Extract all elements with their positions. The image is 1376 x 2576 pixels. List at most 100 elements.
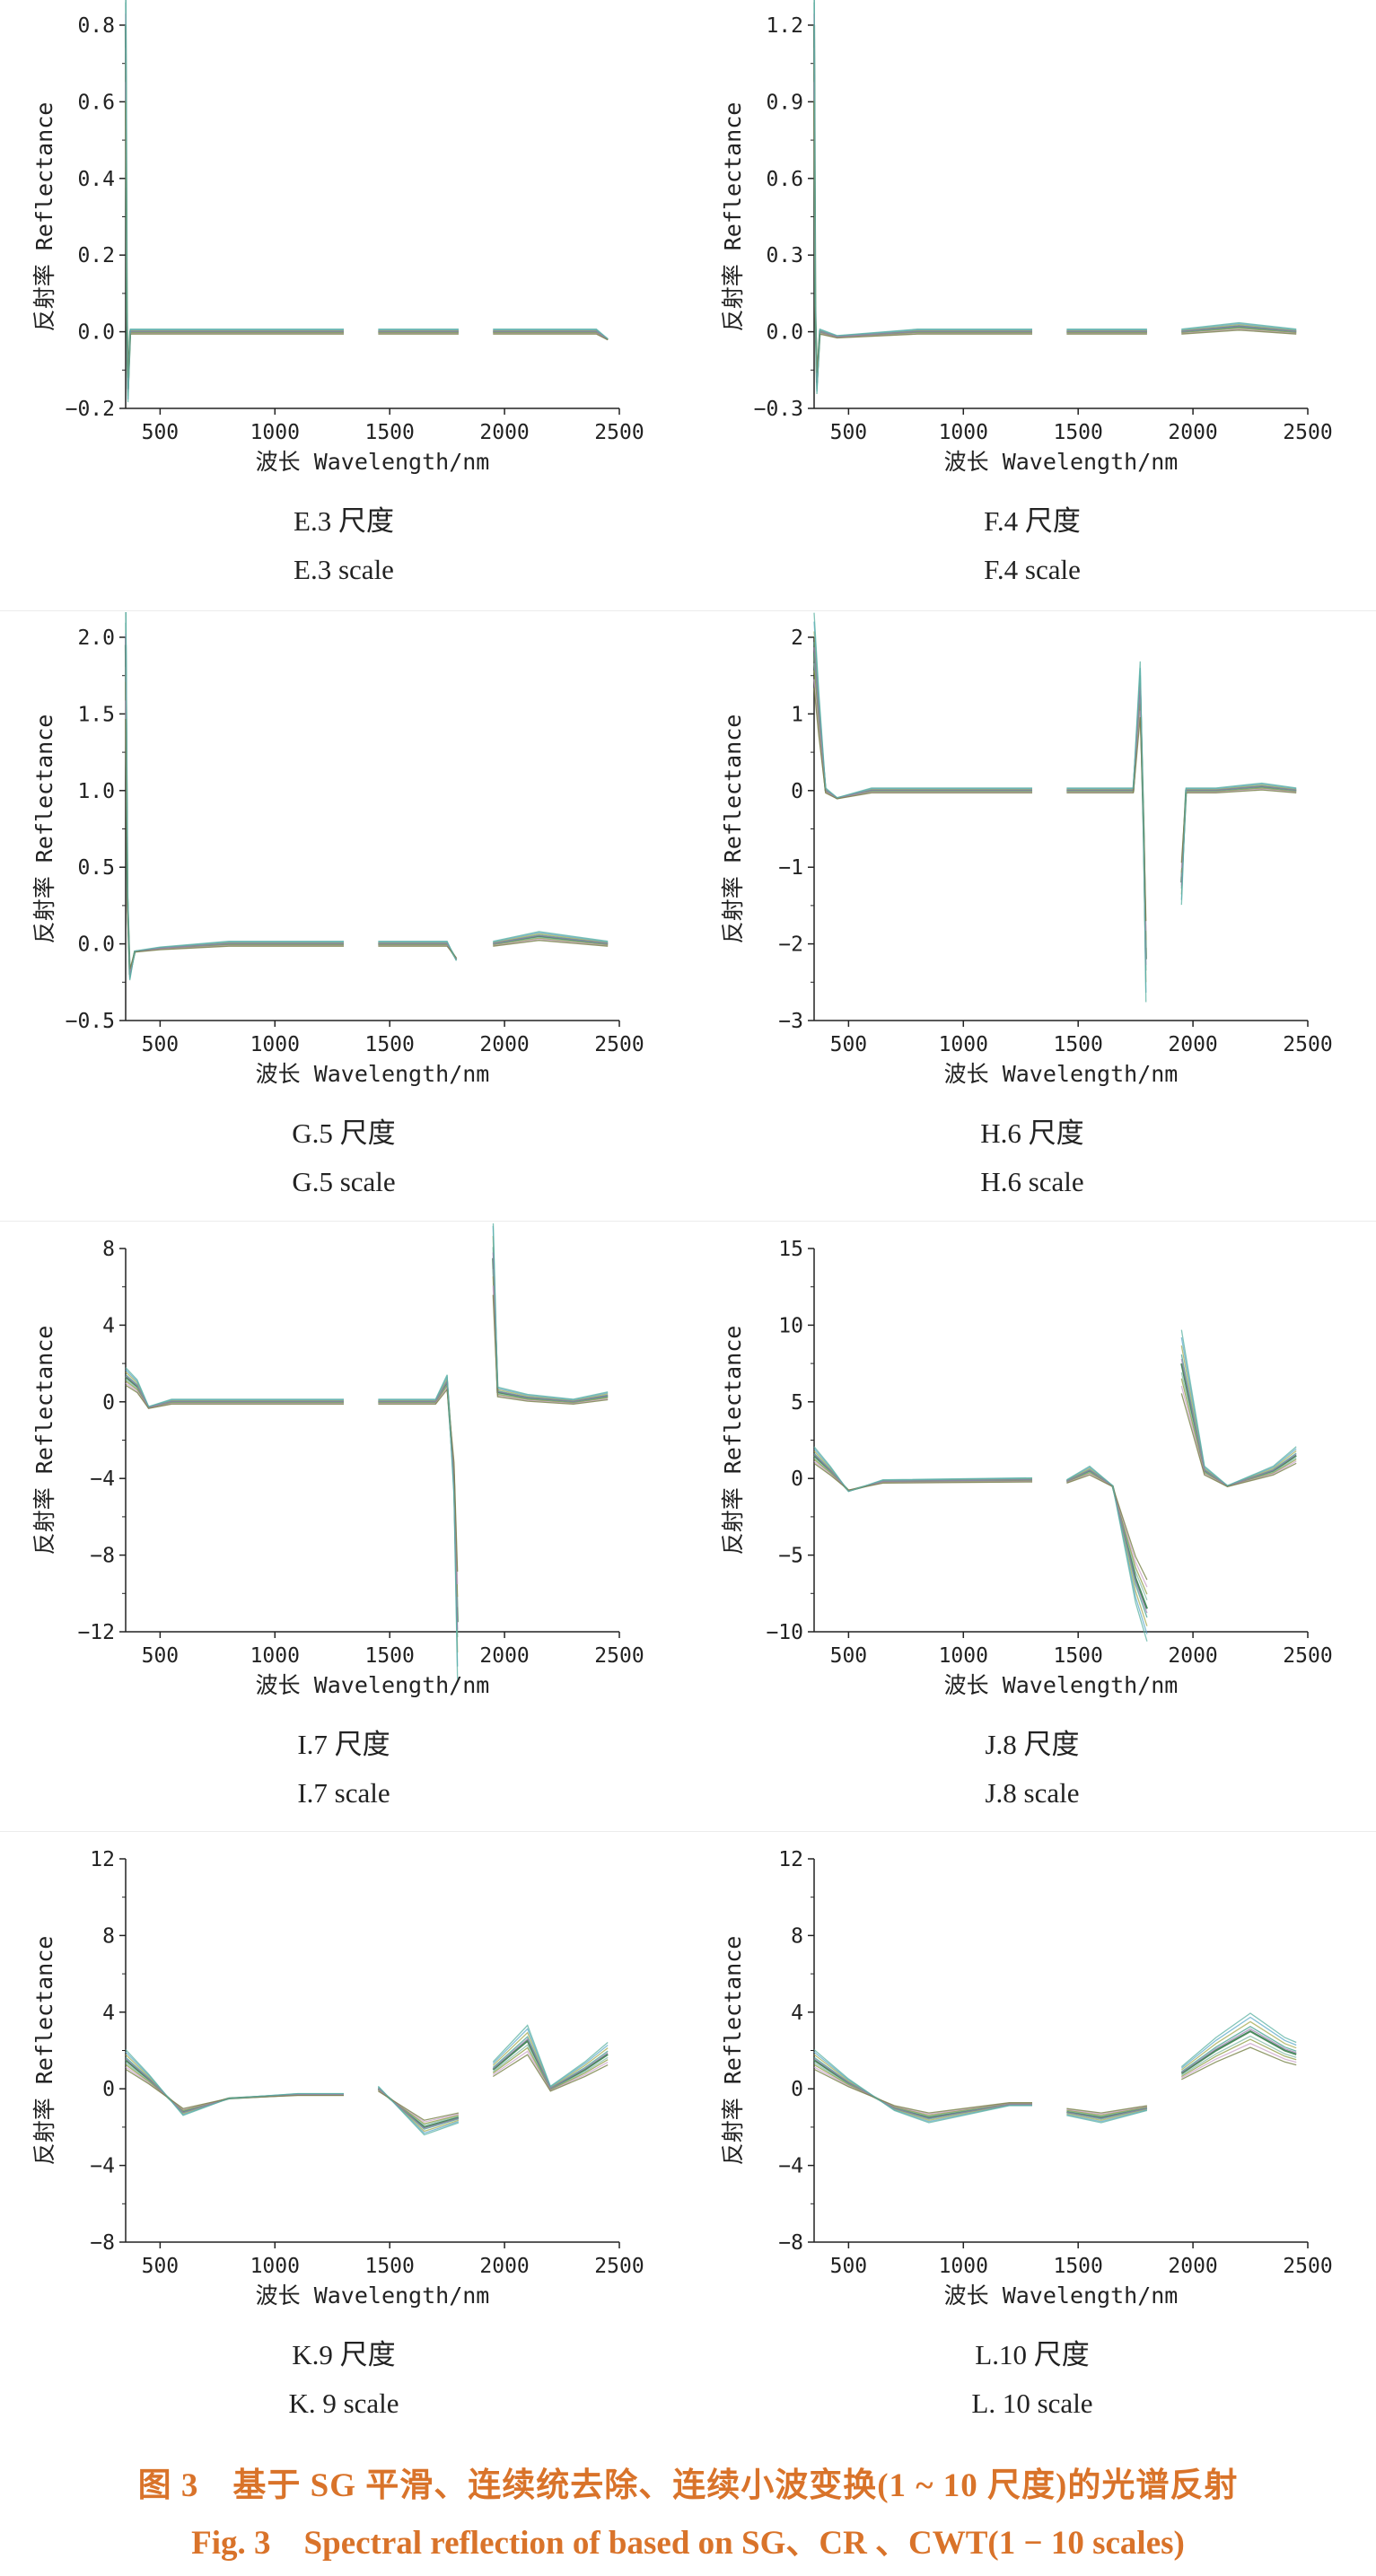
series-line: [1066, 2106, 1148, 2116]
x-tick-label: 1000: [939, 2255, 988, 2278]
series-line: [378, 941, 457, 961]
y-tick-label: −2: [778, 933, 803, 957]
series-line: [493, 931, 609, 942]
series-line: [1066, 661, 1147, 1003]
series-line: [493, 933, 609, 943]
x-tick-label: 2500: [594, 1033, 644, 1056]
y-tick-label: 1.0: [77, 780, 115, 803]
chart-k: −8 −4 0 4 8 12 500 1000 1500 2000 2500 波长 Wavelengt…: [31, 1848, 644, 2309]
series-line: [125, 622, 344, 977]
x-axis-label: 波长 Wavelength/nm: [256, 1061, 490, 1087]
x-tick-label: 2000: [479, 1644, 529, 1668]
series-line: [1066, 690, 1147, 959]
y-axis-label: 反射率 Reflectance: [31, 1936, 57, 2166]
y-tick-label: 0.5: [77, 856, 115, 880]
series-line: [125, 101, 344, 378]
series-line: [813, 631, 1032, 799]
series-line: [378, 945, 457, 959]
x-tick-label: 500: [142, 2255, 180, 2278]
y-tick-label: 0: [102, 1391, 115, 1415]
caption-en: E.3 scale: [294, 554, 394, 585]
series-line: [1066, 2107, 1148, 2117]
series-line: [813, 670, 1032, 800]
y-tick-label: −3: [778, 1010, 803, 1033]
series-line: [125, 681, 344, 973]
y-tick-label: 4: [102, 1314, 115, 1337]
y-tick-label: −0.5: [66, 1010, 115, 1033]
series-line: [1181, 323, 1297, 331]
x-axis-label: 波长 Wavelength/nm: [944, 1061, 1179, 1087]
series-line: [493, 329, 609, 340]
x-tick-label: 1000: [250, 421, 300, 444]
series-line: [378, 1378, 459, 1638]
series-line: [1180, 785, 1297, 886]
series-line: [492, 2037, 609, 2090]
series-line: [378, 1374, 459, 1679]
x-tick-label: 1500: [364, 1644, 414, 1668]
caption-cn: L.10 尺度: [975, 2339, 1090, 2370]
series-line: [813, 2, 1032, 386]
series-line: [813, 0, 1032, 390]
chart-e: −0.2 0.0 0.2 0.4 0.6 0.8 500 1000 1500 2000 2500 波长…: [31, 0, 644, 475]
series-line: [125, 634, 344, 976]
y-tick-label: 8: [791, 1924, 803, 1948]
series-line: [378, 1376, 459, 1653]
series-line: [125, 2051, 344, 2116]
y-tick-label: −8: [778, 2231, 803, 2255]
y-tick-label: 4: [791, 2002, 803, 2025]
y-axis-label: 反射率 Reflectance: [720, 1936, 746, 2166]
series-line: [1066, 2109, 1148, 2123]
y-tick-label: −8: [90, 1545, 115, 1568]
caption-en: G.5 scale: [292, 1166, 396, 1197]
y-tick-label: 0.6: [77, 91, 115, 114]
chart-f: −0.3 0.0 0.3 0.6 0.9 1.2 500 1000 1500 2000 2500 波长…: [720, 0, 1333, 475]
x-tick-label: 1500: [364, 2255, 414, 2278]
series-line: [1180, 1393, 1297, 1487]
y-tick-label: 0: [791, 1468, 803, 1491]
x-tick-label: 1000: [250, 2255, 300, 2278]
y-axis-label: 反射率 Reflectance: [720, 102, 746, 332]
series-line: [1180, 784, 1297, 889]
series-line: [1180, 787, 1297, 873]
y-axis-label: 反射率 Reflectance: [31, 1326, 57, 1555]
y-tick-label: 0.4: [77, 168, 115, 191]
series-line: [813, 612, 1032, 799]
panel-g: −0.5 0.0 0.5 1.0 1.5 2.0 500 1000 1500 2000 2500 波长…: [0, 612, 688, 1222]
y-tick-label: −0.2: [66, 398, 115, 421]
x-tick-label: 500: [830, 2255, 868, 2278]
series-line: [1180, 2035, 1297, 2076]
y-tick-label: 2: [791, 626, 803, 650]
series-line: [378, 1386, 459, 1585]
series-line: [1180, 1329, 1297, 1486]
series-line: [377, 2085, 460, 2136]
series-line: [1180, 2016, 1297, 2069]
caption-en: H.6 scale: [980, 1166, 1084, 1197]
series-line: [813, 2049, 1032, 2124]
series-line: [813, 1452, 1033, 1492]
series-line: [378, 944, 457, 959]
series-line: [1180, 2042, 1297, 2079]
caption-en: L. 10 scale: [971, 2388, 1093, 2419]
series-line: [813, 0, 1032, 395]
y-tick-label: 12: [90, 1848, 115, 1871]
y-axis-label: 反射率 Reflectance: [31, 102, 57, 332]
series-line: [1066, 716, 1147, 922]
series-line: [378, 944, 457, 959]
y-tick-label: −10: [766, 1621, 803, 1644]
series-line: [813, 1457, 1033, 1492]
series-line: [813, 2054, 1032, 2121]
series-line: [1180, 2020, 1297, 2071]
caption-cn: E.3 尺度: [294, 505, 394, 537]
y-axis-label: 反射率 Reflectance: [720, 714, 746, 944]
series-line: [813, 2059, 1032, 2119]
x-tick-label: 2500: [1283, 421, 1332, 444]
x-tick-label: 1000: [939, 1033, 988, 1056]
series-line: [813, 1460, 1033, 1492]
caption-cn: K.9 尺度: [292, 2339, 396, 2370]
series-line: [1066, 675, 1147, 983]
series-line: [1180, 2038, 1297, 2078]
caption-cn: G.5 尺度: [292, 1117, 396, 1149]
y-tick-label: 8: [102, 1924, 115, 1948]
series-line: [125, 2054, 344, 2115]
y-tick-label: −8: [90, 2231, 115, 2255]
